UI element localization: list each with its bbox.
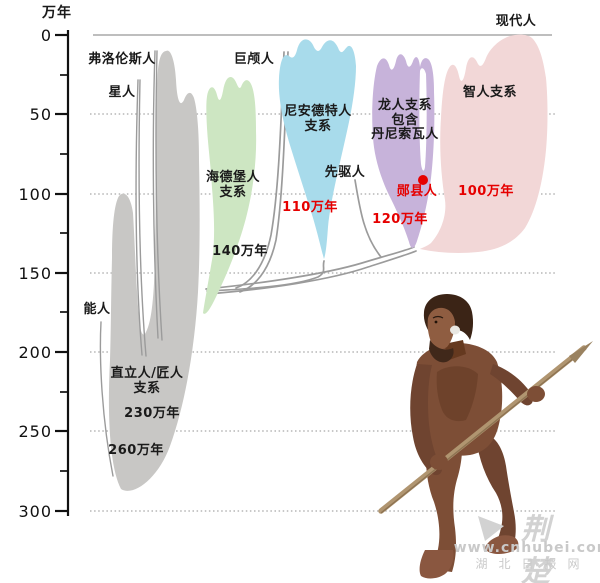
gridlines — [90, 34, 556, 512]
label-naledi: 星人 — [108, 85, 136, 100]
label-yunxian-man: 郧县人 — [396, 184, 438, 199]
figure-left-foot — [419, 550, 454, 579]
time-label-100: 100万年 — [458, 184, 514, 199]
spear-shaft — [378, 345, 587, 514]
figure-chest-shading — [436, 366, 478, 422]
y-tick-0: 0 — [40, 26, 52, 45]
figure-left-hand — [430, 454, 448, 470]
watermark-logo-triangle-icon — [478, 516, 504, 541]
label-floresiensis: 弗洛伦斯人 — [88, 52, 156, 67]
neanderthal-lineage-area — [278, 39, 356, 259]
y-tick-250: 250 — [18, 422, 52, 441]
time-label-230: 230万年 — [124, 406, 180, 421]
time-label-120: 120万年 — [372, 212, 428, 227]
y-tick-150: 150 — [18, 264, 52, 283]
time-label-140: 140万年 — [212, 244, 268, 259]
watermark-site-name: 湖北日报网 — [475, 557, 591, 571]
spear-shaft-shading — [380, 349, 585, 514]
label-giant-skull: 巨颅人 — [233, 52, 275, 67]
sapiens-lineage-area — [420, 34, 548, 253]
heidelberg-lineage-area — [203, 77, 257, 314]
spear-tip — [569, 341, 593, 363]
figure-right-leg — [476, 438, 516, 551]
label-erectus-ergaster: 直立人/匠人 支系 — [110, 366, 184, 396]
label-antecessor: 先驱人 — [324, 165, 366, 180]
antecessor-branch-line — [354, 179, 382, 258]
figure-beard — [429, 340, 454, 363]
y-tick-200: 200 — [18, 343, 52, 362]
y-tick-300: 300 — [18, 502, 52, 521]
y-axis — [55, 30, 70, 516]
label-longi-denisovan: 龙人支系 包含 丹尼索瓦人 — [371, 98, 439, 143]
figure-ear-shell-ornament — [450, 325, 460, 335]
figure-left-arm — [410, 364, 442, 476]
label-sapiens: 智人支系 — [462, 85, 518, 100]
thin-lineage-spikes — [99, 50, 163, 477]
y-axis-unit-label: 万年 — [42, 5, 72, 21]
label-modern-humans: 现代人 — [495, 14, 537, 29]
label-neanderthal: 尼安德特人 支系 — [284, 104, 352, 134]
figure-right-foot — [485, 535, 519, 554]
label-habilis: 能人 — [83, 302, 111, 317]
yunxian-man-data-point — [418, 175, 428, 185]
watermark-logo-text: 荆楚网 — [520, 512, 559, 583]
time-label-110: 110万年 — [282, 200, 338, 215]
naledi-line — [135, 79, 143, 356]
time-label-260: 260万年 — [108, 443, 164, 458]
figure-eye — [434, 320, 438, 324]
erectus-ergaster-lineage-area — [108, 50, 200, 491]
figure-brow — [432, 315, 444, 319]
y-tick-50: 50 — [29, 105, 52, 124]
figure-right-hand — [527, 386, 545, 402]
watermark-url: www.cnhubei.com — [453, 540, 600, 556]
habilis-line — [99, 321, 114, 477]
hominin-figure-illustration — [378, 294, 593, 579]
longi-denisovan-lineage-area — [372, 54, 435, 248]
longi-inner-white-stripe — [419, 68, 427, 171]
y-tick-100: 100 — [18, 185, 52, 204]
label-heidelberg: 海德堡人 支系 — [205, 170, 261, 200]
figure-face — [427, 307, 455, 350]
figure-torso — [415, 342, 503, 456]
floresiensis-line — [152, 50, 159, 339]
